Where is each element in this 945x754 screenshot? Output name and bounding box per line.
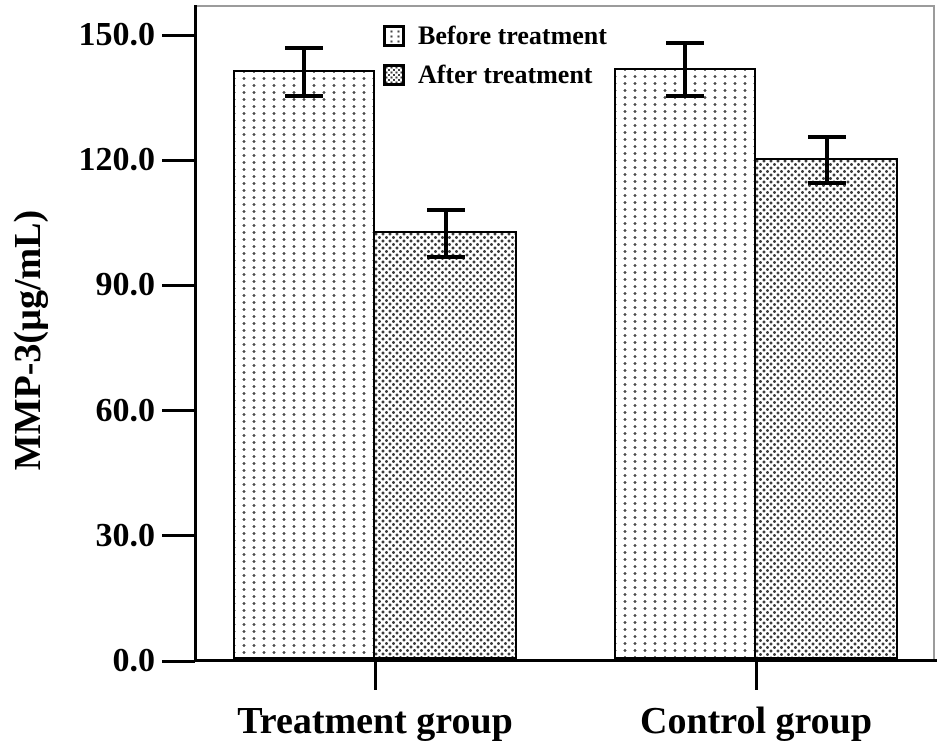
error-bar-bottom-cap: [808, 180, 846, 185]
error-bar-bottom-cap: [427, 254, 465, 259]
error-bar: [427, 207, 465, 259]
y-tick-mark: [162, 534, 195, 538]
before-treatment-pattern-swatch-icon: [383, 25, 405, 47]
y-tick-mark: [162, 158, 195, 162]
legend-label-before-treatment: Before treatment: [418, 21, 607, 50]
error-bar-line: [683, 40, 687, 99]
legend-label-after-treatment: After treatment: [418, 60, 593, 89]
y-tick-label: 30.0: [95, 516, 156, 554]
bar-after-treatment-control-group: [754, 158, 898, 659]
bar-before-treatment-treatment-group: [233, 70, 375, 659]
x-category-label-treatment-group: Treatment group: [237, 700, 513, 742]
x-tick-mark: [754, 661, 758, 690]
y-axis-title: MMP-3(µg/mL): [7, 209, 49, 471]
after-treatment-pattern-swatch-icon: [383, 64, 405, 86]
y-tick-label: 150.0: [78, 16, 156, 53]
error-bar: [666, 40, 704, 99]
x-axis: [194, 659, 937, 662]
legend-item-after-treatment: After treatment: [383, 61, 607, 89]
error-bar-bottom-cap: [666, 94, 704, 99]
error-bar: [285, 45, 323, 99]
legend-item-before-treatment: Before treatment: [383, 22, 607, 50]
y-tick-mark: [162, 33, 195, 37]
y-tick-mark: [162, 659, 195, 663]
error-bar-line: [302, 45, 306, 99]
bar-before-treatment-control-group: [614, 68, 756, 659]
error-bar-line: [444, 207, 448, 259]
y-tick-label: 0.0: [112, 642, 156, 679]
error-bar-bottom-cap: [285, 94, 323, 99]
y-tick-mark: [162, 283, 195, 287]
legend: Before treatment After treatment: [383, 22, 607, 100]
error-bar-line: [825, 134, 829, 185]
y-tick-label: 90.0: [95, 266, 156, 304]
y-tick-label: 120.0: [78, 141, 156, 179]
y-axis: [194, 5, 197, 662]
x-category-label-control-group: Control group: [640, 700, 872, 742]
error-bar: [808, 134, 846, 185]
y-tick-mark: [162, 409, 195, 413]
x-tick-mark: [373, 661, 377, 690]
y-tick-label: 60.0: [95, 391, 156, 429]
bar-after-treatment-treatment-group: [373, 231, 517, 659]
